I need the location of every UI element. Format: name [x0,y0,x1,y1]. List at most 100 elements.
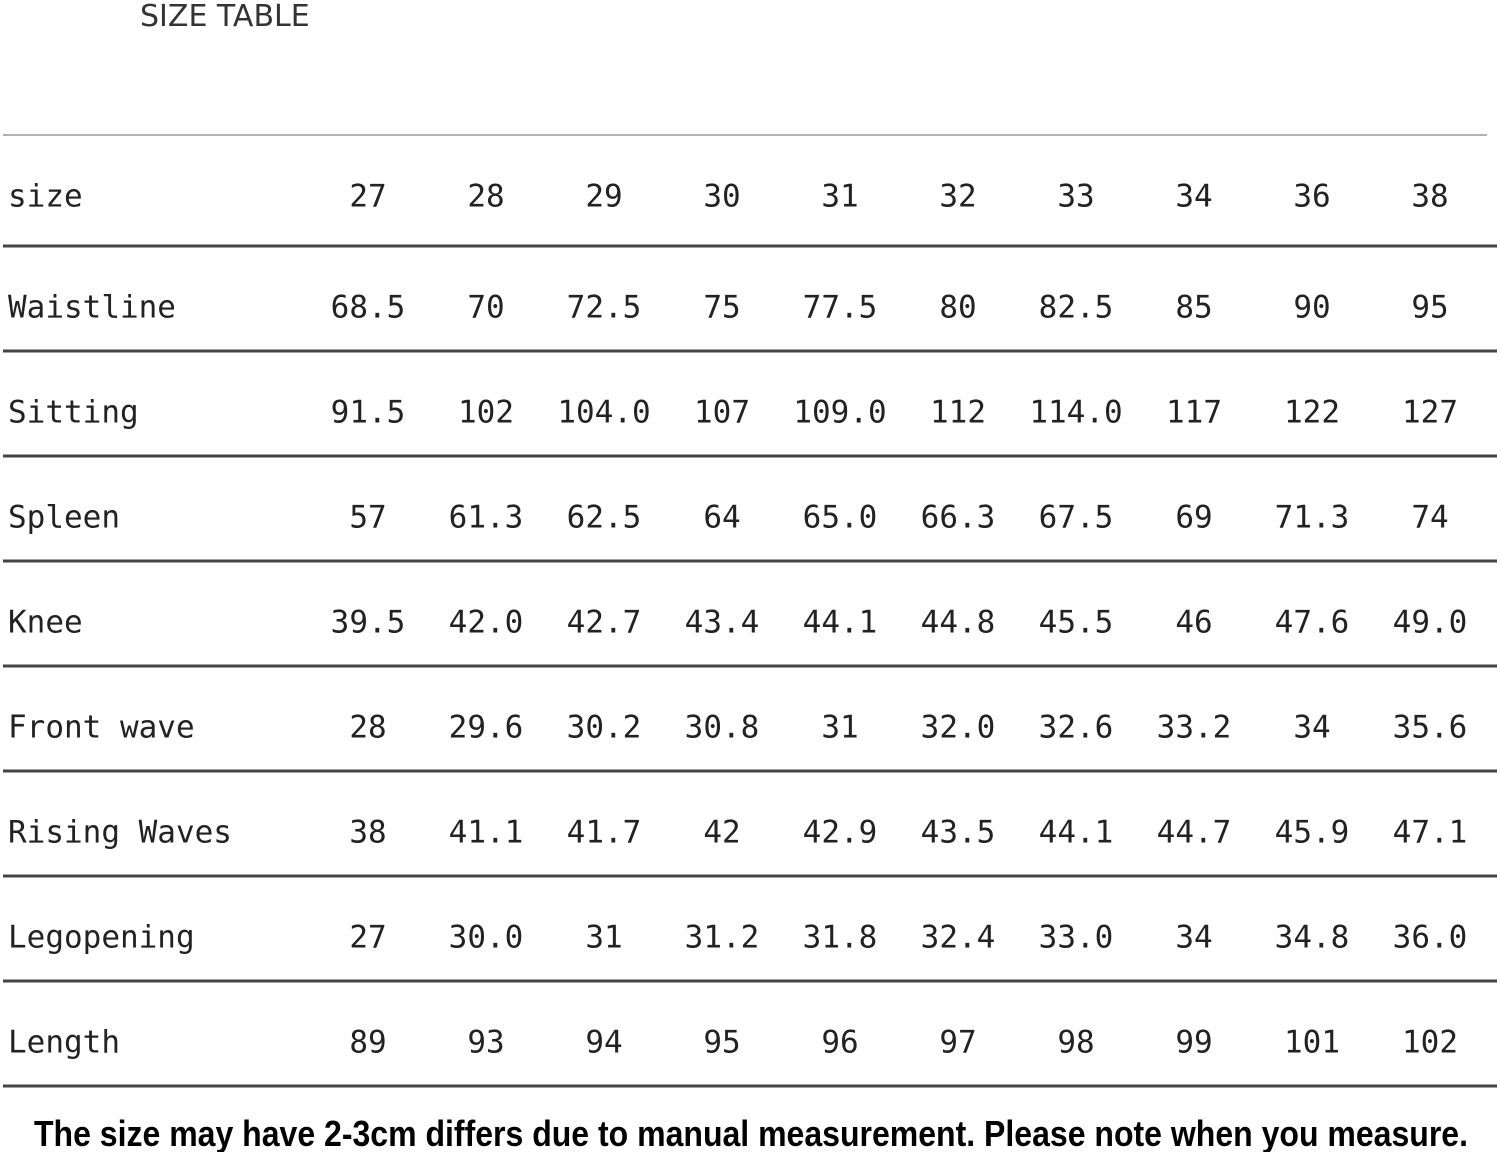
table-cell: 44.8 [921,605,996,641]
row-label: Waistline [8,290,176,326]
table-cell: 45.5 [1039,605,1114,641]
row-label: Legopening [8,920,195,956]
table-cell: 29.6 [449,710,524,746]
table-cell: 32.6 [1039,710,1114,746]
table-cell: 43.5 [921,815,996,851]
row-label: Spleen [8,500,120,536]
table-cell: 97 [939,1025,976,1061]
row-label: Sitting [8,395,139,431]
table-cell: 67.5 [1039,500,1114,536]
table-cell: 69 [1175,500,1212,536]
table-cell: 30.0 [449,920,524,956]
table-cell: 109.0 [793,395,886,431]
table-cell: 95 [1411,290,1448,326]
table-cell: 28 [467,179,504,215]
table-cell: 34 [1293,710,1330,746]
table-cell: 33.0 [1039,920,1114,956]
table-cell: 41.7 [567,815,642,851]
table-cell: 27 [349,179,386,215]
table-cell: 34.8 [1275,920,1350,956]
table-cell: 72.5 [567,290,642,326]
table-cell: 43.4 [685,605,760,641]
table-cell: 28 [349,710,386,746]
table-cell: 75 [703,290,740,326]
table-cell: 41.1 [449,815,524,851]
table-cell: 33.2 [1157,710,1232,746]
table-cell: 31 [821,179,858,215]
table-cell: 42.7 [567,605,642,641]
table-cell: 30.8 [685,710,760,746]
note: The size may have 2-3cm differs due to m… [34,1113,1468,1152]
table-cell: 31 [821,710,858,746]
table-cell: 38 [1411,179,1448,215]
table-cell: 95 [703,1025,740,1061]
table-cell: 39.5 [331,605,406,641]
table-cell: 34 [1175,179,1212,215]
table-cell: 117 [1166,395,1222,431]
table-cell: 114.0 [1029,395,1122,431]
table-cell: 38 [349,815,386,851]
row-label: Front wave [8,710,195,746]
table-cell: 68.5 [331,290,406,326]
table-cell: 30 [703,179,740,215]
table-cell: 34 [1175,920,1212,956]
table-cell: 91.5 [331,395,406,431]
table-cell: 44.1 [1039,815,1114,851]
table-cell: 112 [930,395,986,431]
table-cell: 99 [1175,1025,1212,1061]
table-cell: 45.9 [1275,815,1350,851]
table-cell: 31.8 [803,920,878,956]
table-cell: 61.3 [449,500,524,536]
table-cell: 33 [1057,179,1094,215]
table-cell: 102 [1402,1025,1458,1061]
table-cell: 93 [467,1025,504,1061]
table-cell: 57 [349,500,386,536]
table-cell: 98 [1057,1025,1094,1061]
title: SIZE TABLE [140,0,310,34]
table-cell: 71.3 [1275,500,1350,536]
table-cell: 107 [694,395,750,431]
table-cell: 47.1 [1393,815,1468,851]
table-cell: 82.5 [1039,290,1114,326]
table-cell: 49.0 [1393,605,1468,641]
table-cell: 90 [1293,290,1330,326]
table-cell: 30.2 [567,710,642,746]
table-cell: 80 [939,290,976,326]
table-cell: 85 [1175,290,1212,326]
table-cell: 42 [703,815,740,851]
table-cell: 64 [703,500,740,536]
table-cell: 74 [1411,500,1448,536]
table-cell: 31.2 [685,920,760,956]
table-cell: 62.5 [567,500,642,536]
table-cell: 77.5 [803,290,878,326]
table-cell: 35.6 [1393,710,1468,746]
table-cell: 127 [1402,395,1458,431]
table-cell: 122 [1284,395,1340,431]
table-cell: 89 [349,1025,386,1061]
row-label: Length [8,1025,120,1061]
table-cell: 44.7 [1157,815,1232,851]
table-cell: 65.0 [803,500,878,536]
table-cell: 66.3 [921,500,996,536]
table-cell: 47.6 [1275,605,1350,641]
table-cell: 104.0 [557,395,650,431]
table-cell: 29 [585,179,622,215]
table-cell: 32.4 [921,920,996,956]
table-cell: 31 [585,920,622,956]
table-cell: 36.0 [1393,920,1468,956]
table-cell: 32.0 [921,710,996,746]
row-label: Knee [8,605,83,641]
table-cell: 36 [1293,179,1330,215]
table-cell: 102 [458,395,514,431]
table-cell: 32 [939,179,976,215]
table-cell: 46 [1175,605,1212,641]
row-label: Rising Waves [8,815,232,851]
table-cell: 94 [585,1025,622,1061]
table-cell: 96 [821,1025,858,1061]
table-cell: 70 [467,290,504,326]
table-cell: 44.1 [803,605,878,641]
table-cell: 42.0 [449,605,524,641]
table-cell: 42.9 [803,815,878,851]
